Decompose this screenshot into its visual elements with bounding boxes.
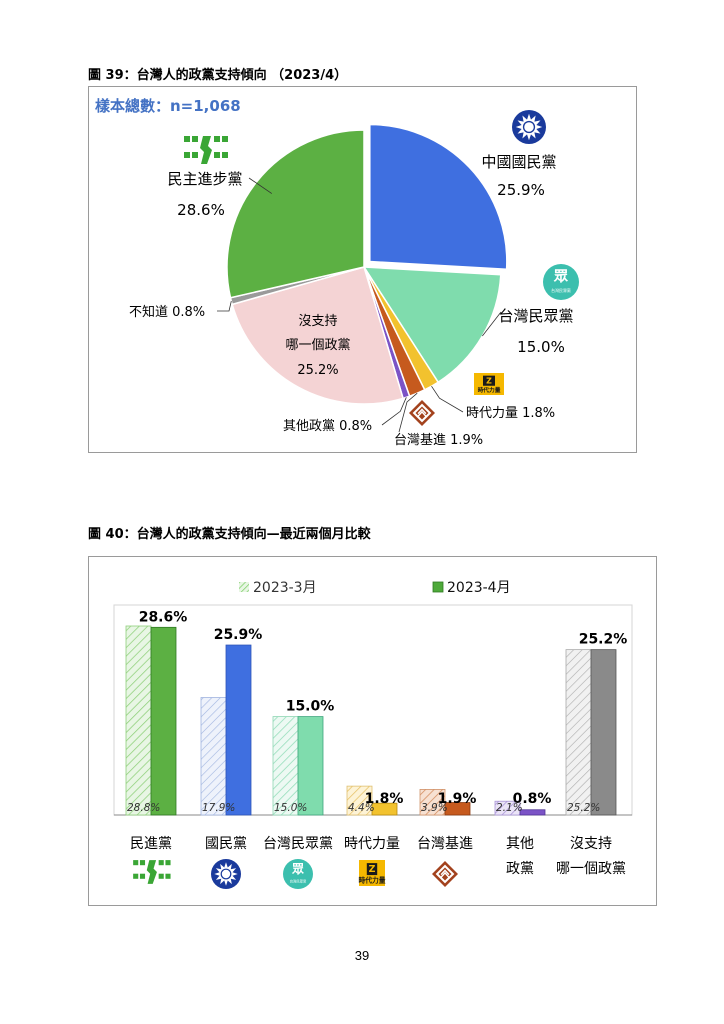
bar-value-2023-3-kmt: 17.9%	[202, 802, 235, 814]
dpp-logo-icon	[184, 136, 228, 164]
bar-value-2023-4-dpp: 28.6%	[139, 609, 188, 625]
bar-value-2023-4-tpp: 15.0%	[286, 699, 335, 715]
pie-slice-dpp	[226, 129, 365, 299]
category-label-other-line2: 政黨	[506, 861, 534, 877]
pie-slice-kmt	[369, 123, 508, 271]
legend-label-2023-3: 2023-3月	[253, 580, 317, 596]
svg-text:時代力量: 時代力量	[358, 875, 385, 884]
pie-leader-npp	[431, 385, 464, 413]
bar-2023-4-other	[519, 809, 546, 816]
bar-2023-4-npp	[371, 802, 398, 816]
bar-value-2023-4-none: 25.2%	[579, 632, 628, 648]
pie-leader-unknown	[217, 300, 232, 312]
pie-label-tsp: 台灣基進 1.9%	[394, 433, 483, 448]
plot-area	[113, 604, 633, 816]
sample-size-label: 樣本總數：n=1,068	[95, 97, 241, 115]
bar-2023-3-tpp	[272, 716, 299, 816]
kmt-logo-icon	[512, 110, 546, 144]
dpp-logo-icon-bar	[133, 860, 171, 884]
pie-label-npp: 時代力量 1.8%	[466, 406, 555, 421]
bar-2023-3-dpp	[125, 625, 152, 816]
bar-value-2023-3-none: 25.2%	[567, 802, 600, 814]
pie-label-tpp-value: 15.0%	[517, 338, 565, 356]
bar-chart: 2023-3月 2023-4月 28.8% 28.6% 17.9% 25.9% 15.0…	[113, 580, 633, 889]
pie-label-none-value: 25.2%	[297, 363, 338, 378]
category-label-tsp: 台灣基進	[417, 835, 473, 852]
kmt-logo-icon-bar	[211, 859, 241, 889]
category-label-none: 沒支持	[570, 835, 612, 852]
pie-slice-none	[231, 266, 404, 405]
pie-leader-dpp	[248, 177, 273, 194]
category-label-npp: 時代力量	[344, 836, 400, 852]
category-label-kmt: 國民黨	[205, 836, 247, 852]
bar-2023-4-kmt	[225, 644, 252, 816]
pie-label-unknown: 不知道 0.8%	[129, 304, 205, 320]
svg-text:時代力量: 時代力量	[478, 386, 501, 394]
pie-leader-tsp	[398, 392, 418, 433]
bar-2023-4-none	[590, 649, 617, 816]
bar-value-2023-4-other: 0.8%	[513, 791, 552, 807]
pie-label-kmt-name: 中國國民黨	[481, 153, 556, 171]
legend-swatch-2023-4	[432, 581, 444, 593]
svg-text:Z: Z	[486, 376, 492, 385]
svg-text:眾: 眾	[553, 268, 569, 285]
svg-text:眾: 眾	[291, 861, 304, 876]
bar-2023-3-other	[494, 800, 521, 816]
pie-label-other: 其他政黨 0.8%	[283, 419, 372, 434]
bar-2023-4-tpp	[297, 716, 324, 816]
category-label-other: 其他	[506, 836, 534, 852]
legend-swatch-2023-3	[239, 582, 249, 592]
bar-value-2023-3-tsp: 3.9%	[421, 802, 448, 814]
bar-chart-panel: 2023-3月 2023-4月 28.8% 28.6% 17.9% 25.9% 15.0…	[88, 556, 657, 906]
category-label-dpp: 民進黨	[130, 836, 172, 852]
figure-39-title: 圖 39：台灣人的政黨支持傾向 （2023/4）	[88, 68, 348, 83]
figure-40-title: 圖 40：台灣人的政黨支持傾向—最近兩個月比較	[88, 527, 371, 542]
bar-value-2023-3-dpp: 28.8%	[127, 802, 160, 814]
pie-slice-tpp	[362, 266, 502, 384]
svg-text:台灣民眾黨: 台灣民眾黨	[290, 878, 307, 883]
bar-value-2023-3-npp: 4.4%	[348, 802, 375, 814]
pie-label-tpp-name: 台灣民眾黨	[498, 307, 573, 325]
pie-label-dpp-value: 28.6%	[177, 201, 225, 219]
pie-label-dpp-name: 民主進步黨	[167, 170, 242, 188]
bar-2023-4-dpp	[150, 626, 177, 816]
bar-2023-4-tsp	[444, 802, 471, 816]
tsp-logo-icon-bar	[432, 861, 458, 887]
pie-label-kmt-value: 25.9%	[497, 181, 545, 199]
pie-chart: 樣本總數：n=1,068 中國國民黨 25.9% 台灣民眾黨 15.0% 時代力量 1.…	[95, 97, 579, 448]
bar-value-2023-4-tsp: 1.9%	[438, 791, 477, 807]
bar-value-2023-4-npp: 1.8%	[365, 791, 404, 807]
pie-label-none-line1: 沒支持	[298, 314, 337, 329]
svg-text:Z: Z	[369, 864, 376, 875]
bar-2023-3-none	[565, 649, 592, 816]
bar-value-2023-4-kmt: 25.9%	[214, 627, 263, 643]
bar-2023-3-npp	[346, 785, 373, 816]
pie-leader-tpp	[482, 311, 502, 337]
bar-2023-3-kmt	[200, 697, 227, 816]
category-label-tpp: 台灣民眾黨	[263, 836, 333, 852]
pie-chart-panel: 樣本總數：n=1,068 中國國民黨 25.9% 台灣民眾黨 15.0% 時代力量 1.…	[88, 86, 637, 453]
tsp-logo-icon	[409, 400, 435, 426]
bar-value-2023-3-other: 2.1%	[496, 802, 523, 814]
legend-label-2023-4: 2023-4月	[447, 580, 511, 596]
pie-label-none-line2: 哪一個政黨	[285, 338, 350, 353]
pie-leader-other	[381, 397, 407, 426]
page-number: 39	[354, 948, 370, 963]
bar-value-2023-3-tpp: 15.0%	[274, 802, 307, 814]
svg-text:台灣民眾黨: 台灣民眾黨	[551, 288, 571, 293]
category-label-none-line2: 哪一個政黨	[556, 861, 626, 877]
